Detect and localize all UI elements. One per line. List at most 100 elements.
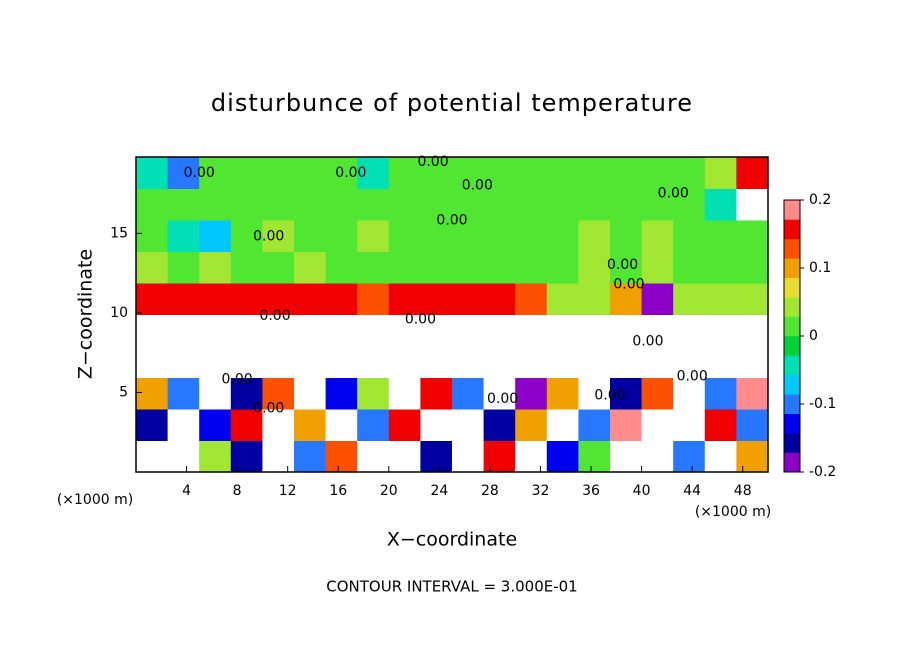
y-tick-label: 15 [110,225,128,241]
heatmap-cell [294,346,327,378]
heatmap-cell [610,157,643,189]
heatmap-cell [610,188,643,221]
heatmap-cell [736,188,769,221]
heatmap-cell [673,220,706,252]
contour-label: 0.00 [487,391,518,407]
heatmap-cell [483,188,516,221]
x-tick-label: 12 [279,483,297,499]
heatmap-cell [230,346,263,378]
heatmap-cell [578,283,611,315]
heatmap-cell [515,409,548,441]
heatmap-cell [704,377,737,410]
colorbar-tick-label: -0.2 [809,464,836,480]
heatmap-cell [199,220,232,252]
contour-label: 0.00 [259,308,290,324]
heatmap-cell [704,220,737,252]
heatmap-cell [704,409,737,441]
heatmap-cell [199,188,232,221]
x-tick-label: 28 [481,483,499,499]
heatmap-cell [452,251,485,284]
heatmap-cell [230,157,263,189]
heatmap-cell [357,409,390,441]
heatmap-cell [641,283,674,315]
heatmap-cell [262,377,295,410]
heatmap-cell [578,251,611,284]
heatmap-cell [546,188,579,221]
heatmap-cell [515,440,548,473]
heatmap-cell [136,346,169,378]
heatmap-cell [420,346,453,378]
heatmap-cell [199,377,232,410]
heatmap-cell [736,283,769,315]
heatmap-cell [420,157,453,189]
heatmap-cell [230,409,263,441]
heatmap-cell [420,440,453,473]
heatmap-cell [167,251,200,284]
heatmap-cell [136,220,169,252]
heatmap-cell [483,377,516,410]
heatmap-cell [388,377,421,410]
heatmap-cell [294,440,327,473]
heatmap-cell [704,440,737,473]
heatmap-cell [230,377,263,410]
annotation: CONTOUR INTERVAL = 3.000E-01 [326,578,577,596]
heatmap-cell [167,409,200,441]
heatmap-cell [736,251,769,284]
heatmap-cell [641,346,674,378]
heatmap-cell [325,251,358,284]
x-tick-label: 48 [734,483,752,499]
x-tick-label: 4 [182,483,191,499]
heatmap-cell [704,346,737,378]
contour-label: 0.00 [184,165,215,181]
heatmap-cell [578,409,611,441]
heatmap-cell [420,314,453,347]
contour-label: 0.00 [607,257,638,273]
x-tick-label: 24 [430,483,448,499]
heatmap-cell [578,188,611,221]
contour-label: 0.00 [594,388,625,404]
heatmap-cell [325,188,358,221]
heatmap-cell [230,283,263,315]
heatmap-cell [325,440,358,473]
x-tick-label: 40 [633,483,651,499]
heatmap-cell [420,377,453,410]
heatmap-cell [388,346,421,378]
x-tick-label: 32 [532,483,550,499]
heatmap-cell [673,377,706,410]
heatmap-cell [199,157,232,189]
heatmap-cell [230,314,263,347]
colorbar-tick-label: 0.1 [809,260,831,276]
heatmap-cell [452,220,485,252]
heatmap-cell [515,251,548,284]
heatmap-cell [357,440,390,473]
contour-label: 0.00 [253,229,284,245]
heatmap-cell [325,346,358,378]
heatmap-cell [578,377,611,410]
contour-label: 0.00 [613,276,644,292]
heatmap-cell [167,283,200,315]
heatmap-cell [704,251,737,284]
heatmap-cell [388,251,421,284]
heatmap-cell [673,314,706,347]
heatmap-cell [546,283,579,315]
heatmap-cell [578,346,611,378]
heatmap-cell [262,440,295,473]
colorbar-swatch [784,394,800,415]
heatmap-cell [546,346,579,378]
contour-label: 0.00 [405,311,436,327]
heatmap-cell [546,409,579,441]
heatmap-cell [230,251,263,284]
heatmap-cell [452,188,485,221]
x-tick-label: 8 [233,483,242,499]
colorbar-swatch [784,374,800,395]
heatmap-cell [325,314,358,347]
heatmap-cell [325,283,358,315]
heatmap-cell [420,220,453,252]
colorbar-swatch [784,200,800,220]
heatmap-cell [483,157,516,189]
colorbar-tick-label: 0 [809,328,818,344]
heatmap-cell [420,409,453,441]
heatmap-cell [199,346,232,378]
heatmap-cell [483,283,516,315]
colorbar-swatch [784,258,800,279]
